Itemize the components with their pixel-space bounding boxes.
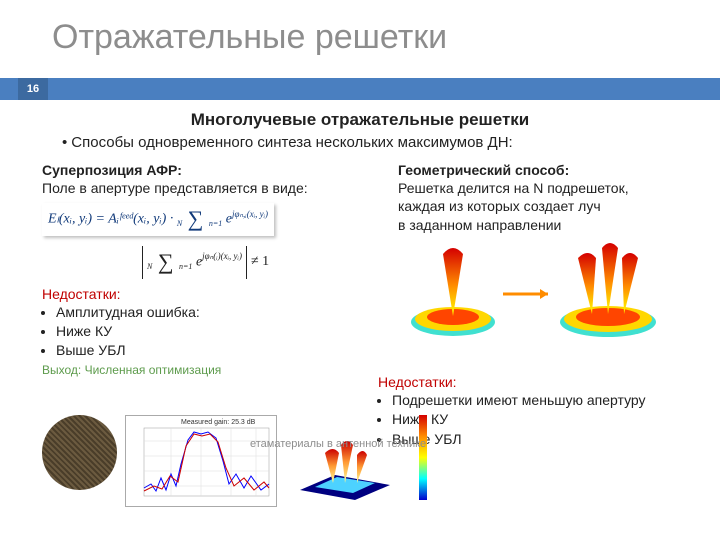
right-column: Геометрический способ: Решетка делится н… — [398, 161, 678, 449]
right-heading: Геометрический способ: — [398, 162, 569, 178]
list-item: Ниже КУ — [56, 322, 378, 340]
solution-text: Выход: Численная оптимизация — [42, 363, 378, 379]
list-item: Подрешетки имеют меньшую апертуру — [392, 391, 678, 409]
equation-1: Eₗ(xᵢ, yᵢ) = Aᵢᶠᵉᵉᵈ(xᵢ, yᵢ) · N ∑ n=1 ej… — [42, 203, 378, 236]
plot-title: Measured gain: 25.3 dB — [181, 419, 256, 426]
left-text: Поле в апертуре представляется в виде: — [42, 180, 308, 196]
page-number-badge: 16 — [18, 78, 48, 100]
list-item: Амплитудная ошибка: — [56, 303, 378, 321]
left-drawbacks-list: Амплитудная ошибка: Ниже КУ Выше УБЛ — [42, 303, 378, 360]
colorbar — [419, 415, 427, 500]
left-heading: Суперпозиция АФР: — [42, 162, 182, 178]
left-column: Суперпозиция АФР: Поле в апертуре предст… — [42, 161, 378, 449]
equation-2: N ∑ n=1 ejφₙ(ᵢ)(xᵢ, yᵢ) ≠ 1 — [142, 246, 378, 279]
sim-3d-pattern — [285, 415, 405, 505]
accent-bar — [0, 78, 720, 100]
left-drawbacks-title: Недостатки: — [42, 285, 378, 303]
right-line1: Решетка делится на N подрешеток, — [398, 180, 629, 196]
slide-title: Отражательные решетки — [52, 18, 672, 57]
right-drawbacks-title: Недостатки: — [378, 373, 678, 391]
gain-plot: Measured gain: 25.3 dB — [125, 415, 277, 507]
list-item: Выше УБЛ — [56, 341, 378, 359]
footer-text: етаматериалы в антенной технике — [250, 438, 426, 450]
section-subline: Способы одновременного синтеза нескольки… — [62, 134, 678, 151]
right-line3: в заданном направлении — [398, 217, 561, 233]
reflectarray-photo — [42, 415, 117, 490]
bottom-figures: Measured gain: 25.3 dB — [42, 415, 682, 507]
right-line2: каждая из которых создает луч — [398, 198, 601, 214]
beam-diagram — [398, 234, 678, 348]
section-subtitle: Многолучевые отражательные решетки — [42, 110, 678, 130]
